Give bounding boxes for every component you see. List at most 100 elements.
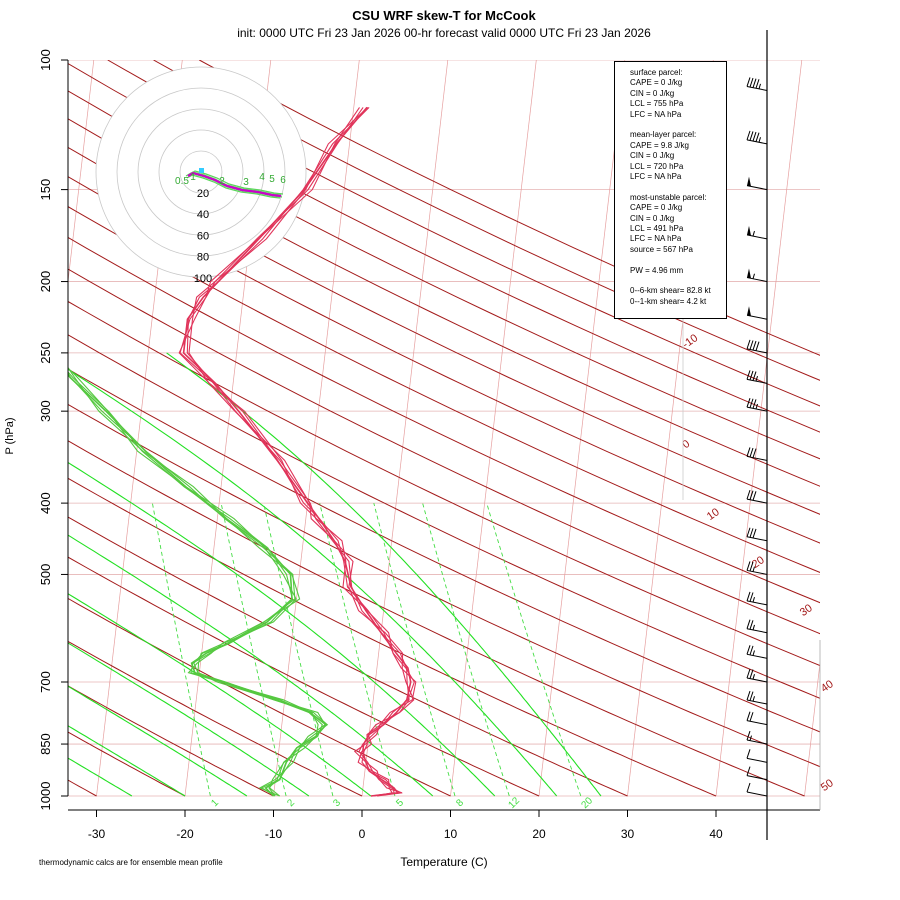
wind-barb — [746, 77, 768, 91]
wind-barb — [746, 489, 768, 504]
y-tick-label: 100 — [38, 49, 53, 71]
dry-adiabat-label: 40 — [819, 678, 836, 695]
wind-barbs — [746, 30, 768, 840]
y-tick-label: 850 — [38, 733, 53, 755]
info-line: source = 567 hPa — [630, 244, 693, 254]
hodograph-height-label: 6 — [280, 175, 286, 186]
wind-barb — [746, 668, 768, 683]
wind-barb — [746, 782, 768, 797]
mixing-ratio-line — [151, 503, 211, 797]
dry-adiabat-label: 50 — [819, 777, 836, 794]
moist-adiabat — [68, 593, 372, 797]
hodograph-height-label: 5 — [269, 174, 275, 185]
info-line: 0--1-km shear= 4.2 kt — [630, 296, 707, 306]
wind-barb — [746, 527, 768, 542]
hodograph-height-label: 1 — [190, 172, 196, 183]
info-line: PW = 4.96 mm — [630, 265, 684, 275]
isotherm-line — [715, 60, 803, 797]
dewpoint-line — [68, 373, 328, 797]
x-tick-label: 30 — [621, 827, 635, 841]
wind-barb — [746, 619, 768, 634]
dry-adiabat — [199, 60, 820, 356]
mixing-ratio-label: 3 — [331, 797, 343, 809]
dry-adiabat — [68, 118, 820, 487]
info-line: mean-layer parcel: — [630, 130, 697, 140]
y-axis-label: P (hPa) — [4, 417, 16, 454]
hodograph-ring-label: 60 — [197, 230, 209, 242]
isotherm-line — [273, 60, 360, 797]
info-line: CAPE = 9.8 J/kg — [630, 140, 689, 150]
wind-barb — [746, 749, 768, 763]
mixing-ratio-line — [263, 503, 334, 797]
wind-barb — [746, 176, 768, 191]
dry-adiabat-label: 10 — [705, 506, 722, 523]
hodograph-ring — [158, 129, 244, 215]
info-line: CIN = 0 J/kg — [630, 151, 675, 161]
dry-adiabat — [68, 300, 820, 667]
mixing-ratio-line — [422, 502, 510, 797]
hodograph-ring-label: 100 — [194, 273, 212, 285]
y-tick-label: 500 — [38, 564, 53, 586]
x-tick-label: 20 — [532, 827, 546, 841]
x-tick-label: -10 — [265, 827, 283, 841]
isotherm-line — [450, 60, 537, 797]
mixing-ratio-line — [373, 502, 456, 797]
info-block: 0--6-km shear= 82.8 kt 0--1-km shear= 4.2… — [630, 286, 726, 307]
mixing-ratio-line — [220, 503, 287, 797]
moist-adiabat — [68, 461, 496, 797]
info-block: surface parcel: CAPE = 0 J/kg CIN = 0 J/kg… — [630, 68, 726, 120]
mixing-ratio-label: 2 — [285, 797, 297, 809]
dry-adiabat — [68, 176, 820, 544]
hodograph-member-trace — [189, 170, 284, 195]
dry-adiabat — [68, 731, 186, 797]
isotherm-line — [361, 60, 449, 797]
hodograph-ring-label: 20 — [197, 188, 209, 200]
dry-adiabat — [68, 268, 820, 635]
isotherm-line — [804, 660, 820, 797]
moist-adiabat — [68, 685, 248, 797]
info-line: LFC = NA hPa — [630, 234, 682, 244]
dry-adiabat — [68, 597, 451, 797]
temperature-member-line — [178, 107, 417, 797]
y-tick-label: 400 — [38, 492, 53, 514]
wind-barb — [746, 268, 768, 283]
hodograph-height-label: 2 — [219, 176, 225, 187]
dry-adiabat — [68, 206, 820, 574]
info-line: LFC = NA hPa — [630, 172, 682, 182]
hodograph-ring — [95, 66, 307, 278]
info-line: surface parcel: — [630, 68, 683, 77]
info-line: CIN = 0 J/kg — [630, 213, 675, 223]
wind-barb — [746, 561, 768, 575]
info-line: 0--6-km shear= 82.8 kt — [630, 286, 711, 296]
temperature-line — [182, 106, 412, 797]
storm-motion-marker — [199, 168, 204, 173]
hodograph-height-label: 4 — [259, 172, 265, 183]
footnote: thermodynamic calcs are for ensemble mea… — [39, 858, 223, 867]
y-tick-label: 700 — [38, 671, 53, 693]
info-line: LCL = 755 hPa — [630, 99, 684, 109]
wind-barb — [746, 447, 768, 461]
dry-adiabat — [68, 556, 540, 797]
x-axis-label: Temperature (C) — [400, 855, 487, 869]
profiles-layer — [68, 106, 417, 797]
wind-barb — [746, 690, 768, 705]
moist-adiabat — [68, 368, 558, 797]
dry-adiabat — [68, 477, 717, 797]
x-tick-label: 0 — [359, 827, 366, 841]
mixing-ratio-label: 12 — [506, 795, 522, 811]
parcel-info-box: surface parcel: CAPE = 0 J/kg CIN = 0 J/kg… — [614, 61, 727, 319]
chart-title: CSU WRF skew-T for McCook — [352, 8, 536, 23]
info-line: most-unstable parcel: — [630, 192, 707, 202]
hodograph-ring-label: 40 — [197, 209, 209, 221]
wind-barb — [746, 398, 768, 412]
wind-barb — [746, 591, 768, 606]
dry-adiabat — [68, 63, 820, 433]
wind-barb — [746, 645, 768, 659]
moist-adiabat — [68, 642, 310, 797]
y-tick-label: 1000 — [38, 782, 53, 811]
info-line: LCL = 720 hPa — [630, 161, 684, 171]
y-tick-label: 150 — [38, 179, 53, 201]
y-tick-label: 300 — [38, 400, 53, 422]
hodograph-height-label: 0.5 — [175, 176, 189, 187]
